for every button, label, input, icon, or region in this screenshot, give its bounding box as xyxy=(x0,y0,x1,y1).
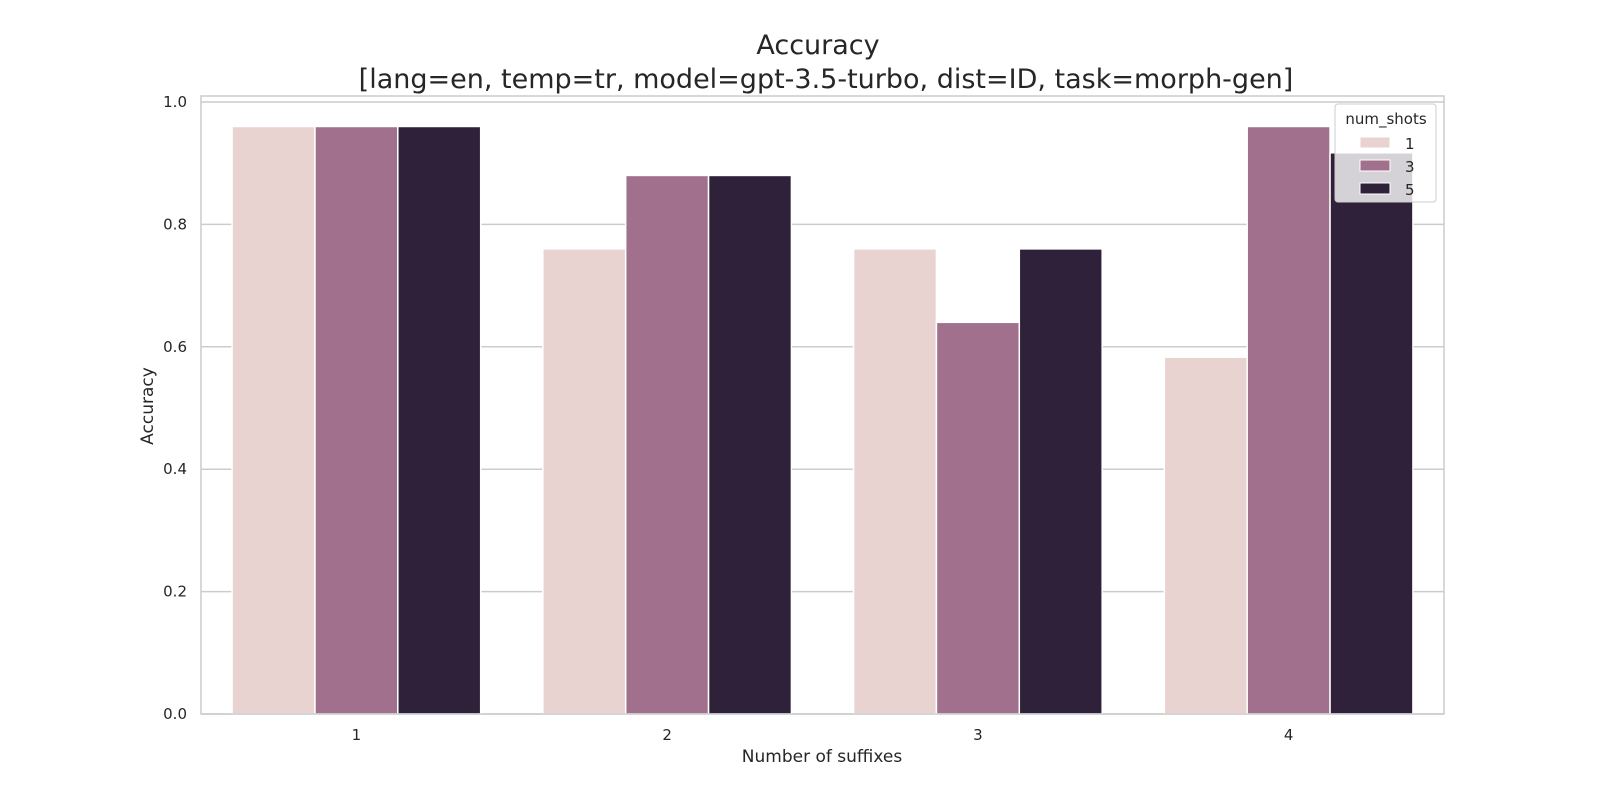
y-tick-labels: 0.0 0.2 0.4 0.6 0.8 1.0 xyxy=(163,93,187,723)
bar-shots-5-suffixes-1 xyxy=(397,125,482,715)
legend-swatch-3 xyxy=(1359,159,1391,172)
bar-shots-3-suffixes-4 xyxy=(1246,125,1331,715)
legend-swatch-1 xyxy=(1359,136,1391,149)
chart-title-line1: Accuracy xyxy=(756,30,879,61)
legend-label-5: 5 xyxy=(1405,181,1415,199)
bar-shots-1-suffixes-2 xyxy=(542,248,627,715)
legend-swatch-5 xyxy=(1359,182,1391,195)
y-tick-label: 1.0 xyxy=(163,93,187,111)
legend: num_shots 1 3 5 xyxy=(1334,103,1437,203)
y-tick-label: 0.2 xyxy=(163,583,187,601)
x-tick-label: 2 xyxy=(662,726,672,744)
legend-box xyxy=(1334,103,1437,203)
y-tick-label: 0.6 xyxy=(163,338,187,356)
bar-shots-3-suffixes-3 xyxy=(935,321,1021,715)
legend-label-3: 3 xyxy=(1405,158,1415,176)
bar-shots-3-suffixes-2 xyxy=(624,174,710,715)
bar-shots-5-suffixes-2 xyxy=(707,174,793,715)
x-axis-label: Number of suffixes xyxy=(742,747,903,767)
x-tick-label: 1 xyxy=(352,726,362,744)
plot-frame xyxy=(200,95,1445,715)
x-tick-label: 4 xyxy=(1284,726,1294,744)
bar-shots-5-suffixes-3 xyxy=(1018,248,1103,715)
bar-shots-1-suffixes-3 xyxy=(852,248,938,715)
bar-shots-1-suffixes-1 xyxy=(231,125,316,715)
bar-shots-5-suffixes-4 xyxy=(1329,152,1414,715)
chart-title-line2: [lang=en, temp=tr, model=gpt-3.5-turbo, … xyxy=(359,64,1294,95)
y-tick-label: 0.4 xyxy=(163,460,187,478)
x-tick-labels: 1 2 3 4 xyxy=(352,726,1294,744)
y-axis-label: Accuracy xyxy=(138,367,158,445)
bars xyxy=(231,125,1414,715)
bar-shots-3-suffixes-1 xyxy=(314,125,399,715)
legend-items: 1 3 5 xyxy=(1359,135,1415,199)
x-tick-label: 3 xyxy=(973,726,983,744)
legend-label-1: 1 xyxy=(1405,135,1415,153)
y-tick-label: 0.0 xyxy=(163,705,187,723)
bar-shots-1-suffixes-4 xyxy=(1163,356,1248,715)
y-tick-label: 0.8 xyxy=(163,215,187,233)
legend-title: num_shots xyxy=(1345,110,1427,129)
